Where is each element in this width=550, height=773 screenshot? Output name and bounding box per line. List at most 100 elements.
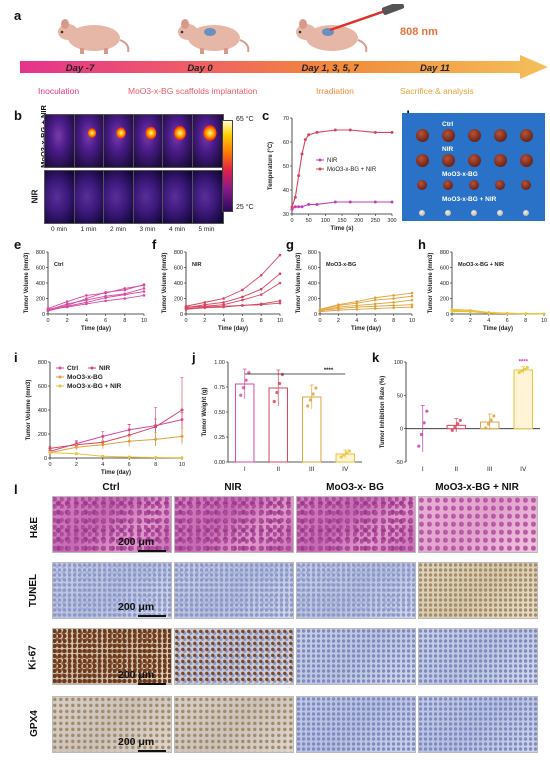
data-point xyxy=(450,309,454,312)
y-tick-label: 0 xyxy=(44,456,47,462)
hot-spot xyxy=(116,127,126,139)
stage-sacrifice: Sacrifice & analysis xyxy=(400,86,474,96)
x-tick-label: 6 xyxy=(374,318,377,324)
y-tick-label: 400 xyxy=(308,281,317,287)
tumor-specimen xyxy=(443,180,453,190)
y-tick-label: 0.00 xyxy=(214,460,225,466)
panel-label-b: b xyxy=(14,108,22,123)
y-tick-label: 400 xyxy=(174,281,183,287)
histology-tunel-bg xyxy=(296,562,416,619)
data-dot xyxy=(345,451,349,455)
thermal-bg-nir-0 xyxy=(44,114,76,168)
histology-he-ctrl xyxy=(52,496,172,553)
data-dot xyxy=(458,418,462,422)
y-tick-label: 800 xyxy=(174,250,183,256)
colorbar-min-label: 25 °C xyxy=(236,204,254,211)
x-tick-label: I xyxy=(422,466,424,473)
y-axis-label: Tumor Inhibition Rate (%) xyxy=(380,376,386,449)
data-point xyxy=(241,298,244,302)
panel-label-j: j xyxy=(192,350,196,365)
legend-label: MoO3-x-BG + NIR xyxy=(67,383,122,390)
data-dot xyxy=(422,421,426,425)
data-point xyxy=(123,293,127,296)
data-point xyxy=(293,205,297,209)
y-tick-label: 40 xyxy=(283,188,289,194)
data-dot xyxy=(425,409,429,413)
histology-row-he: H&E xyxy=(29,516,41,539)
panel-label-k: k xyxy=(372,350,380,365)
x-tick-label: 100 xyxy=(321,218,330,224)
x-tick-label: 0 xyxy=(450,318,453,324)
thermal-bg-nir-1 xyxy=(73,114,106,168)
legend-marker xyxy=(58,375,62,379)
legend-marker xyxy=(90,366,94,370)
data-point xyxy=(333,200,337,204)
data-point xyxy=(142,287,146,290)
x-tick-label: 2 xyxy=(75,462,78,468)
series-line xyxy=(49,435,183,454)
y-tick-label: 400 xyxy=(38,408,47,414)
y-axis-label: Tumor Volume (mm3) xyxy=(162,253,168,314)
y-tick-label: 0 xyxy=(180,312,183,318)
series-line xyxy=(49,419,183,452)
series-line xyxy=(185,302,281,310)
x-tick-label: III xyxy=(487,466,493,473)
tumor-photograph: Ctrl NIR MoO3-x-BG MoO3-x-BG + NIR xyxy=(402,113,545,221)
x-tick-label: 10 xyxy=(141,318,147,324)
series-line xyxy=(185,282,281,308)
stage-implantation: MoO3-x-BG scaffolds implantation xyxy=(128,86,258,96)
tumor-specimen xyxy=(521,180,531,190)
x-tick-label: 10 xyxy=(277,318,283,324)
data-point xyxy=(392,304,395,307)
y-tick-label: 800 xyxy=(308,250,317,256)
timeline-arrow xyxy=(20,55,548,79)
x-tick-label: 0 xyxy=(184,318,187,324)
tumor-specimen xyxy=(415,128,429,142)
data-dot xyxy=(417,444,421,448)
data-point xyxy=(74,445,78,449)
x-tick-label: 6 xyxy=(506,318,509,324)
data-point xyxy=(278,272,282,275)
series-line xyxy=(451,310,545,315)
data-dot xyxy=(486,422,491,426)
laser-wavelength-label: 808 nm xyxy=(400,26,438,38)
data-dot xyxy=(339,455,343,459)
x-tick-label: I xyxy=(244,466,246,473)
series-line xyxy=(47,294,145,311)
y-axis-label: Tumor Volume (mm3) xyxy=(296,253,302,314)
data-point xyxy=(123,297,127,300)
data-point xyxy=(373,296,377,300)
data-dot xyxy=(520,369,524,373)
tumor-specimen xyxy=(493,128,507,142)
data-point xyxy=(85,298,88,302)
data-point xyxy=(410,305,414,309)
data-point xyxy=(373,304,377,308)
x-tick-label: 4 xyxy=(222,318,225,324)
y-tick-label: 800 xyxy=(38,360,47,366)
x-tick-label: 2 xyxy=(203,318,206,324)
data-point xyxy=(410,298,414,302)
tumor-volume-bg-chart: 0 200 400 600 800 0 2 4 6 8 10 Time (day) Tumor Volu… xyxy=(296,250,415,332)
data-point xyxy=(104,299,107,303)
data-dot xyxy=(347,449,351,453)
tumor-specimen xyxy=(519,128,533,142)
x-tick-label: 8 xyxy=(260,318,263,324)
data-point xyxy=(355,305,359,309)
x-axis-label: Time (day) xyxy=(351,326,381,332)
data-point xyxy=(65,305,69,309)
x-tick-label: 2 xyxy=(469,318,472,324)
thermal-time-label: 0 min xyxy=(51,226,67,233)
series-line xyxy=(185,254,281,307)
data-dot xyxy=(453,425,457,429)
data-point xyxy=(104,291,107,295)
data-point xyxy=(348,128,352,132)
data-point xyxy=(307,133,311,137)
data-point xyxy=(297,205,301,209)
data-point xyxy=(65,300,69,303)
data-point xyxy=(278,281,282,285)
x-tick-label: 0 xyxy=(48,462,51,468)
data-point xyxy=(392,306,395,310)
thermal-nir-3 xyxy=(132,170,165,224)
x-tick-label: 8 xyxy=(154,462,157,468)
data-point xyxy=(259,303,263,306)
